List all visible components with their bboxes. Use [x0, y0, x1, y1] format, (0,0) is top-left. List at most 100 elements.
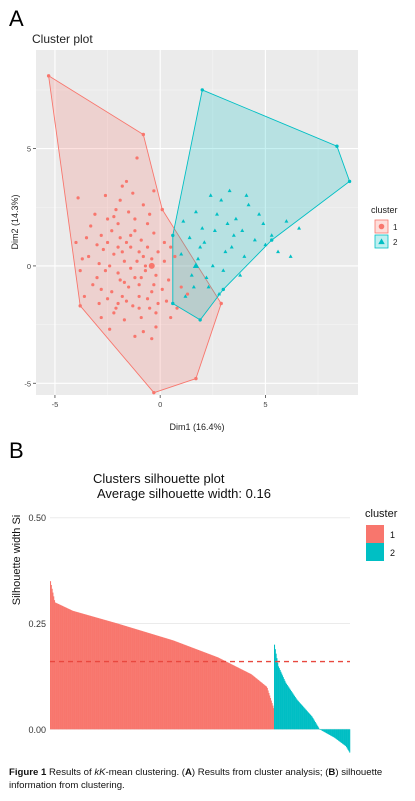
silhouette-bar-cluster-1	[83, 614, 85, 730]
silhouette-bar-cluster-1	[260, 682, 262, 730]
silhouette-bar-cluster-1	[84, 614, 86, 730]
x-tick-label: 5	[263, 400, 267, 409]
silhouette-bar-cluster-2	[284, 680, 286, 730]
silhouette-bar-cluster-1	[164, 637, 166, 730]
silhouette-bar-cluster-1	[263, 684, 265, 730]
silhouette-bar-cluster-1	[90, 615, 92, 730]
silhouette-bar-cluster-2	[330, 729, 332, 736]
silhouette-bar-cluster-2	[312, 717, 314, 730]
silhouette-bar-cluster-1	[238, 667, 240, 730]
silhouette-bar-cluster-1	[205, 652, 207, 730]
silhouette-bar-cluster-1	[194, 648, 196, 730]
cluster-1-hull-vertex	[219, 301, 223, 306]
silhouette-bar-cluster-1	[113, 622, 115, 730]
cluster-1-point	[112, 311, 116, 315]
silhouette-bar-cluster-1	[187, 646, 189, 730]
cluster-2-point	[206, 284, 211, 289]
silhouette-bar-cluster-1	[168, 639, 170, 730]
cluster-1-point	[185, 292, 190, 296]
silhouette-bar-cluster-2	[302, 705, 304, 730]
silhouette-bar-cluster-2	[338, 729, 340, 742]
silhouette-bar-cluster-1	[130, 627, 132, 730]
cluster-2-point	[215, 212, 219, 216]
silhouette-bar-cluster-1	[102, 619, 104, 730]
cluster-1-point	[173, 254, 177, 259]
silhouette-bar-cluster-1	[271, 703, 273, 730]
legend-label-2: 2	[390, 548, 395, 558]
cluster-1-point	[95, 243, 99, 247]
silhouette-bar-cluster-1	[66, 607, 68, 730]
cluster-1-centroid	[148, 262, 155, 269]
silhouette-bar-cluster-2	[275, 653, 277, 730]
silhouette-bar-cluster-1	[191, 647, 193, 730]
silhouette-bar-cluster-1	[258, 680, 260, 730]
silhouette-bar-cluster-2	[287, 686, 289, 730]
silhouette-bar-cluster-2	[349, 729, 351, 753]
silhouette-bar-cluster-1	[196, 649, 198, 730]
cluster-2-point	[193, 209, 198, 214]
cluster-2-point	[284, 219, 289, 223]
silhouette-bar-cluster-1	[170, 639, 172, 730]
cluster-2-point	[229, 244, 234, 249]
silhouette-bar-cluster-1	[243, 670, 245, 730]
silhouette-bar-cluster-1	[141, 630, 143, 730]
silhouette-bar-cluster-1	[129, 627, 131, 730]
panel-a-points	[74, 156, 302, 341]
silhouette-bar-cluster-2	[314, 720, 316, 730]
silhouette-bar-cluster-1	[266, 687, 268, 730]
silhouette-bar-cluster-1	[212, 655, 214, 730]
silhouette-bar-cluster-1	[156, 635, 158, 730]
silhouette-bar-cluster-2	[334, 729, 336, 738]
silhouette-bar-cluster-2	[334, 729, 336, 739]
cluster-1-point	[93, 212, 97, 216]
silhouette-bar-cluster-1	[69, 609, 71, 730]
silhouette-bar-cluster-1	[92, 616, 94, 730]
silhouette-bar-cluster-2	[346, 729, 348, 748]
cluster-2-point	[246, 202, 251, 207]
silhouette-bar-cluster-1	[119, 624, 121, 730]
cluster-1-point	[150, 337, 154, 341]
silhouette-bar-cluster-1	[54, 600, 56, 730]
silhouette-bar-cluster-1	[255, 678, 257, 730]
cluster-1-point	[169, 245, 173, 249]
silhouette-bar-cluster-1	[104, 619, 106, 730]
cluster-1-point	[131, 304, 135, 308]
cluster-1-point	[120, 250, 124, 254]
silhouette-bar-cluster-2	[343, 729, 345, 745]
cluster-1-point	[122, 259, 126, 263]
cluster-1-point	[179, 285, 183, 289]
silhouette-bar-cluster-1	[143, 631, 145, 730]
silhouette-bar-cluster-1	[206, 653, 208, 730]
cluster-2-hull-vertex	[347, 179, 352, 184]
silhouette-bar-cluster-1	[178, 642, 180, 730]
silhouette-bar-cluster-2	[288, 687, 290, 730]
silhouette-bar-cluster-2	[286, 685, 288, 730]
silhouette-bar-cluster-1	[62, 606, 64, 730]
cluster-1-point	[131, 191, 135, 195]
silhouette-bar-cluster-1	[58, 604, 60, 730]
silhouette-bar-cluster-1	[169, 639, 171, 730]
silhouette-bar-cluster-1	[171, 640, 173, 730]
legend-point-symbol	[378, 223, 385, 230]
silhouette-bar-cluster-2	[323, 729, 325, 732]
cluster-1-point	[110, 290, 114, 294]
silhouette-bar-cluster-2	[326, 729, 328, 734]
cluster-1-point	[137, 283, 141, 287]
silhouette-bar-cluster-2	[285, 682, 287, 730]
silhouette-bar-cluster-1	[239, 668, 241, 730]
silhouette-bar-cluster-1	[137, 629, 139, 730]
silhouette-bar-cluster-1	[234, 666, 236, 730]
silhouette-bar-cluster-1	[193, 648, 195, 730]
silhouette-bar-cluster-1	[138, 630, 140, 730]
panel-a-ylabel: Dim2 (14.3%)	[10, 194, 20, 249]
silhouette-bar-cluster-1	[85, 614, 87, 730]
silhouette-bar-cluster-1	[59, 604, 61, 730]
silhouette-bar-cluster-1	[182, 644, 184, 730]
silhouette-bar-cluster-1	[80, 613, 82, 730]
silhouette-bar-cluster-1	[146, 632, 148, 730]
silhouette-bar-cluster-1	[148, 633, 150, 730]
silhouette-bar-cluster-2	[325, 729, 327, 733]
silhouette-bar-cluster-1	[233, 665, 235, 730]
x-tick-label: 0	[158, 400, 162, 409]
silhouette-bar-cluster-2	[291, 692, 293, 730]
